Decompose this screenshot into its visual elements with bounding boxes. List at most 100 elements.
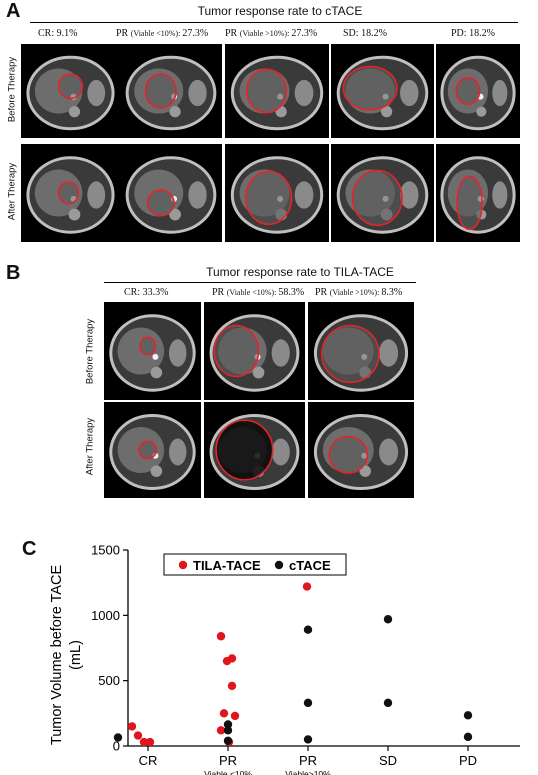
data-point-ctace xyxy=(223,726,233,735)
panel-a-after-image-2 xyxy=(225,144,329,242)
data-point-ctace xyxy=(383,698,393,708)
y-tick-label: 0 xyxy=(113,739,120,754)
data-point-tila-tace xyxy=(222,656,232,666)
panel-b-title: Tumor response rate to TILA-TACE xyxy=(206,265,394,279)
column-label-value: 9.1% xyxy=(56,28,78,39)
spine xyxy=(476,106,487,117)
spleen xyxy=(87,79,106,107)
data-point-ctace xyxy=(303,625,313,634)
tumor-outline xyxy=(351,169,403,227)
spleen xyxy=(188,181,207,209)
spleen xyxy=(379,438,399,466)
panel-a-letter: A xyxy=(6,0,21,22)
spine xyxy=(150,465,163,477)
spine xyxy=(380,106,393,118)
panel-a-before-image-4 xyxy=(436,44,520,138)
spine xyxy=(68,208,81,221)
y-axis-label: Tumor Volume before TACE xyxy=(49,565,65,746)
column-label-prefix: CR: xyxy=(38,28,57,39)
tumor-outline xyxy=(328,435,369,474)
panel-a-col-label-2: PR (Viable >10%): 27.3% xyxy=(225,28,317,39)
data-point-tila-tace xyxy=(133,731,143,740)
spleen xyxy=(379,339,399,367)
column-label-value: 33.3% xyxy=(142,287,169,298)
panel-b-col-label-0: CR: 33.3% xyxy=(124,287,168,298)
panel-b-letter: B xyxy=(6,262,21,284)
y-axis-label-unit: (mL) xyxy=(68,640,84,670)
data-point-tila-tace xyxy=(302,582,312,591)
x-tick-sublabel: Viable <10% xyxy=(204,769,252,775)
tumor-outline xyxy=(455,77,481,105)
column-label-prefix: CR: xyxy=(124,287,143,298)
y-tick-label: 1500 xyxy=(91,543,120,558)
panel-a-before-image-2 xyxy=(225,44,329,138)
panel-a-col-label-0: CR: 9.1% xyxy=(38,28,77,39)
data-point-tila-tace xyxy=(230,711,240,721)
column-label-qualifier: (Viable <10%): xyxy=(130,29,183,38)
panel-b-row-after: After Therapy xyxy=(84,417,96,476)
panel-a-row-after: After Therapy xyxy=(6,162,18,221)
column-label-value: 18.2% xyxy=(361,28,387,39)
legend-marker-tila-tace xyxy=(178,560,188,570)
spleen xyxy=(400,79,419,107)
panel-b-row-before: Before Therapy xyxy=(84,318,96,385)
tumor-outline xyxy=(138,440,158,460)
column-label-prefix: PR xyxy=(212,287,227,298)
panel-b-before-image-0 xyxy=(104,302,201,400)
panel-a-row-before: Before Therapy xyxy=(6,56,18,123)
column-label-qualifier: (Viable <10%): xyxy=(226,288,279,297)
tumor-outline xyxy=(245,170,293,226)
spleen xyxy=(168,438,187,466)
tumor-outline xyxy=(342,65,398,111)
tumor-outline xyxy=(139,336,157,356)
panel-a-col-label-3: SD: 18.2% xyxy=(343,28,387,39)
column-label-prefix: PR xyxy=(315,287,330,298)
column-label-value: 8.3% xyxy=(381,287,403,298)
tumor-outline xyxy=(246,68,288,114)
panel-b-col-label-1: PR (Viable <10%): 58.3% xyxy=(212,287,304,298)
legend: TILA-TACE cTACE xyxy=(163,553,347,576)
data-point-ctace xyxy=(383,615,393,624)
legend-label-tila-tace: TILA-TACE xyxy=(193,558,261,573)
column-label-qualifier: (Viable >10%): xyxy=(329,288,382,297)
y-tick-label: 1000 xyxy=(91,608,120,623)
data-point-ctace xyxy=(303,735,313,744)
spine xyxy=(169,106,181,118)
data-point-tila-tace xyxy=(127,722,137,731)
panel-c-letter: C xyxy=(22,538,37,560)
column-label-value: 18.2% xyxy=(469,28,495,39)
data-point-ctace xyxy=(303,698,313,708)
panel-a-col-label-1: PR (Viable <10%): 27.3% xyxy=(116,28,208,39)
spleen xyxy=(271,339,290,367)
tumor-outline xyxy=(456,175,483,231)
panel-a-after-image-1 xyxy=(120,144,222,242)
column-label-value: 27.3% xyxy=(182,28,209,39)
x-tick-label: CR xyxy=(139,753,158,768)
aorta xyxy=(152,353,159,360)
x-tick-label: PD xyxy=(459,753,477,768)
spleen xyxy=(492,181,508,209)
spine xyxy=(252,366,265,379)
data-point-tila-tace xyxy=(227,681,237,691)
tumor-outline xyxy=(213,324,260,378)
panel-a-before-image-3 xyxy=(331,44,434,138)
panel-a-before-image-0 xyxy=(21,44,120,138)
column-label-prefix: SD: xyxy=(343,28,362,39)
legend-label-ctace: cTACE xyxy=(289,558,331,573)
spleen xyxy=(87,181,106,209)
column-label-qualifier: (Viable >10%): xyxy=(239,29,292,38)
column-label-prefix: PD: xyxy=(451,28,470,39)
spleen xyxy=(294,79,314,107)
data-point-ctace xyxy=(463,732,473,742)
panel-a-after-image-0 xyxy=(21,144,120,242)
spleen xyxy=(400,181,419,209)
panel-a-title: Tumor response rate to cTACE xyxy=(197,4,363,18)
x-tick-label: SD xyxy=(379,753,397,768)
legend-marker-ctace xyxy=(274,560,284,570)
data-point-tila-tace xyxy=(216,632,226,641)
tumor-outline xyxy=(57,73,84,100)
legend-box xyxy=(163,553,347,576)
column-label-value: 58.3% xyxy=(278,287,305,298)
panel-b-after-image-0 xyxy=(104,402,201,498)
column-label-prefix: PR xyxy=(225,28,240,39)
